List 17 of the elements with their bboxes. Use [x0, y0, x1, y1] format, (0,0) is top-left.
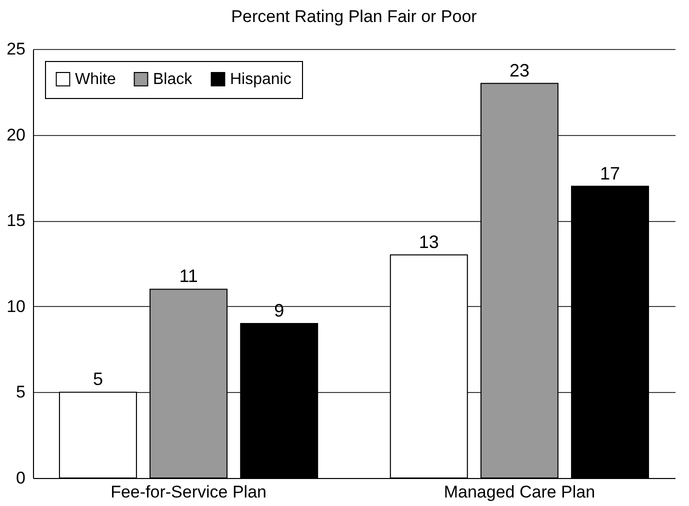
data-label: 23 — [509, 60, 530, 80]
legend-label: Hispanic — [230, 71, 292, 88]
x-tick-label: Fee-for-Service Plan — [110, 482, 266, 502]
data-label: 11 — [179, 266, 198, 286]
y-tick-label: 5 — [16, 382, 26, 402]
x-tick-label: Managed Care Plan — [444, 482, 596, 502]
y-tick-label: 0 — [16, 468, 26, 488]
legend-label: Black — [153, 71, 194, 88]
y-tick-label: 25 — [6, 40, 26, 58]
data-label: 5 — [92, 369, 103, 390]
y-tick-label: 15 — [6, 211, 26, 230]
chart-title: Percent Rating Plan Fair or Poor — [231, 7, 478, 26]
y-tick-label: 10 — [6, 296, 26, 316]
data-label: 17 — [600, 163, 620, 184]
legend-label: White — [75, 71, 116, 88]
data-label: 13 — [418, 232, 439, 252]
y-tick-label: 20 — [6, 125, 26, 144]
